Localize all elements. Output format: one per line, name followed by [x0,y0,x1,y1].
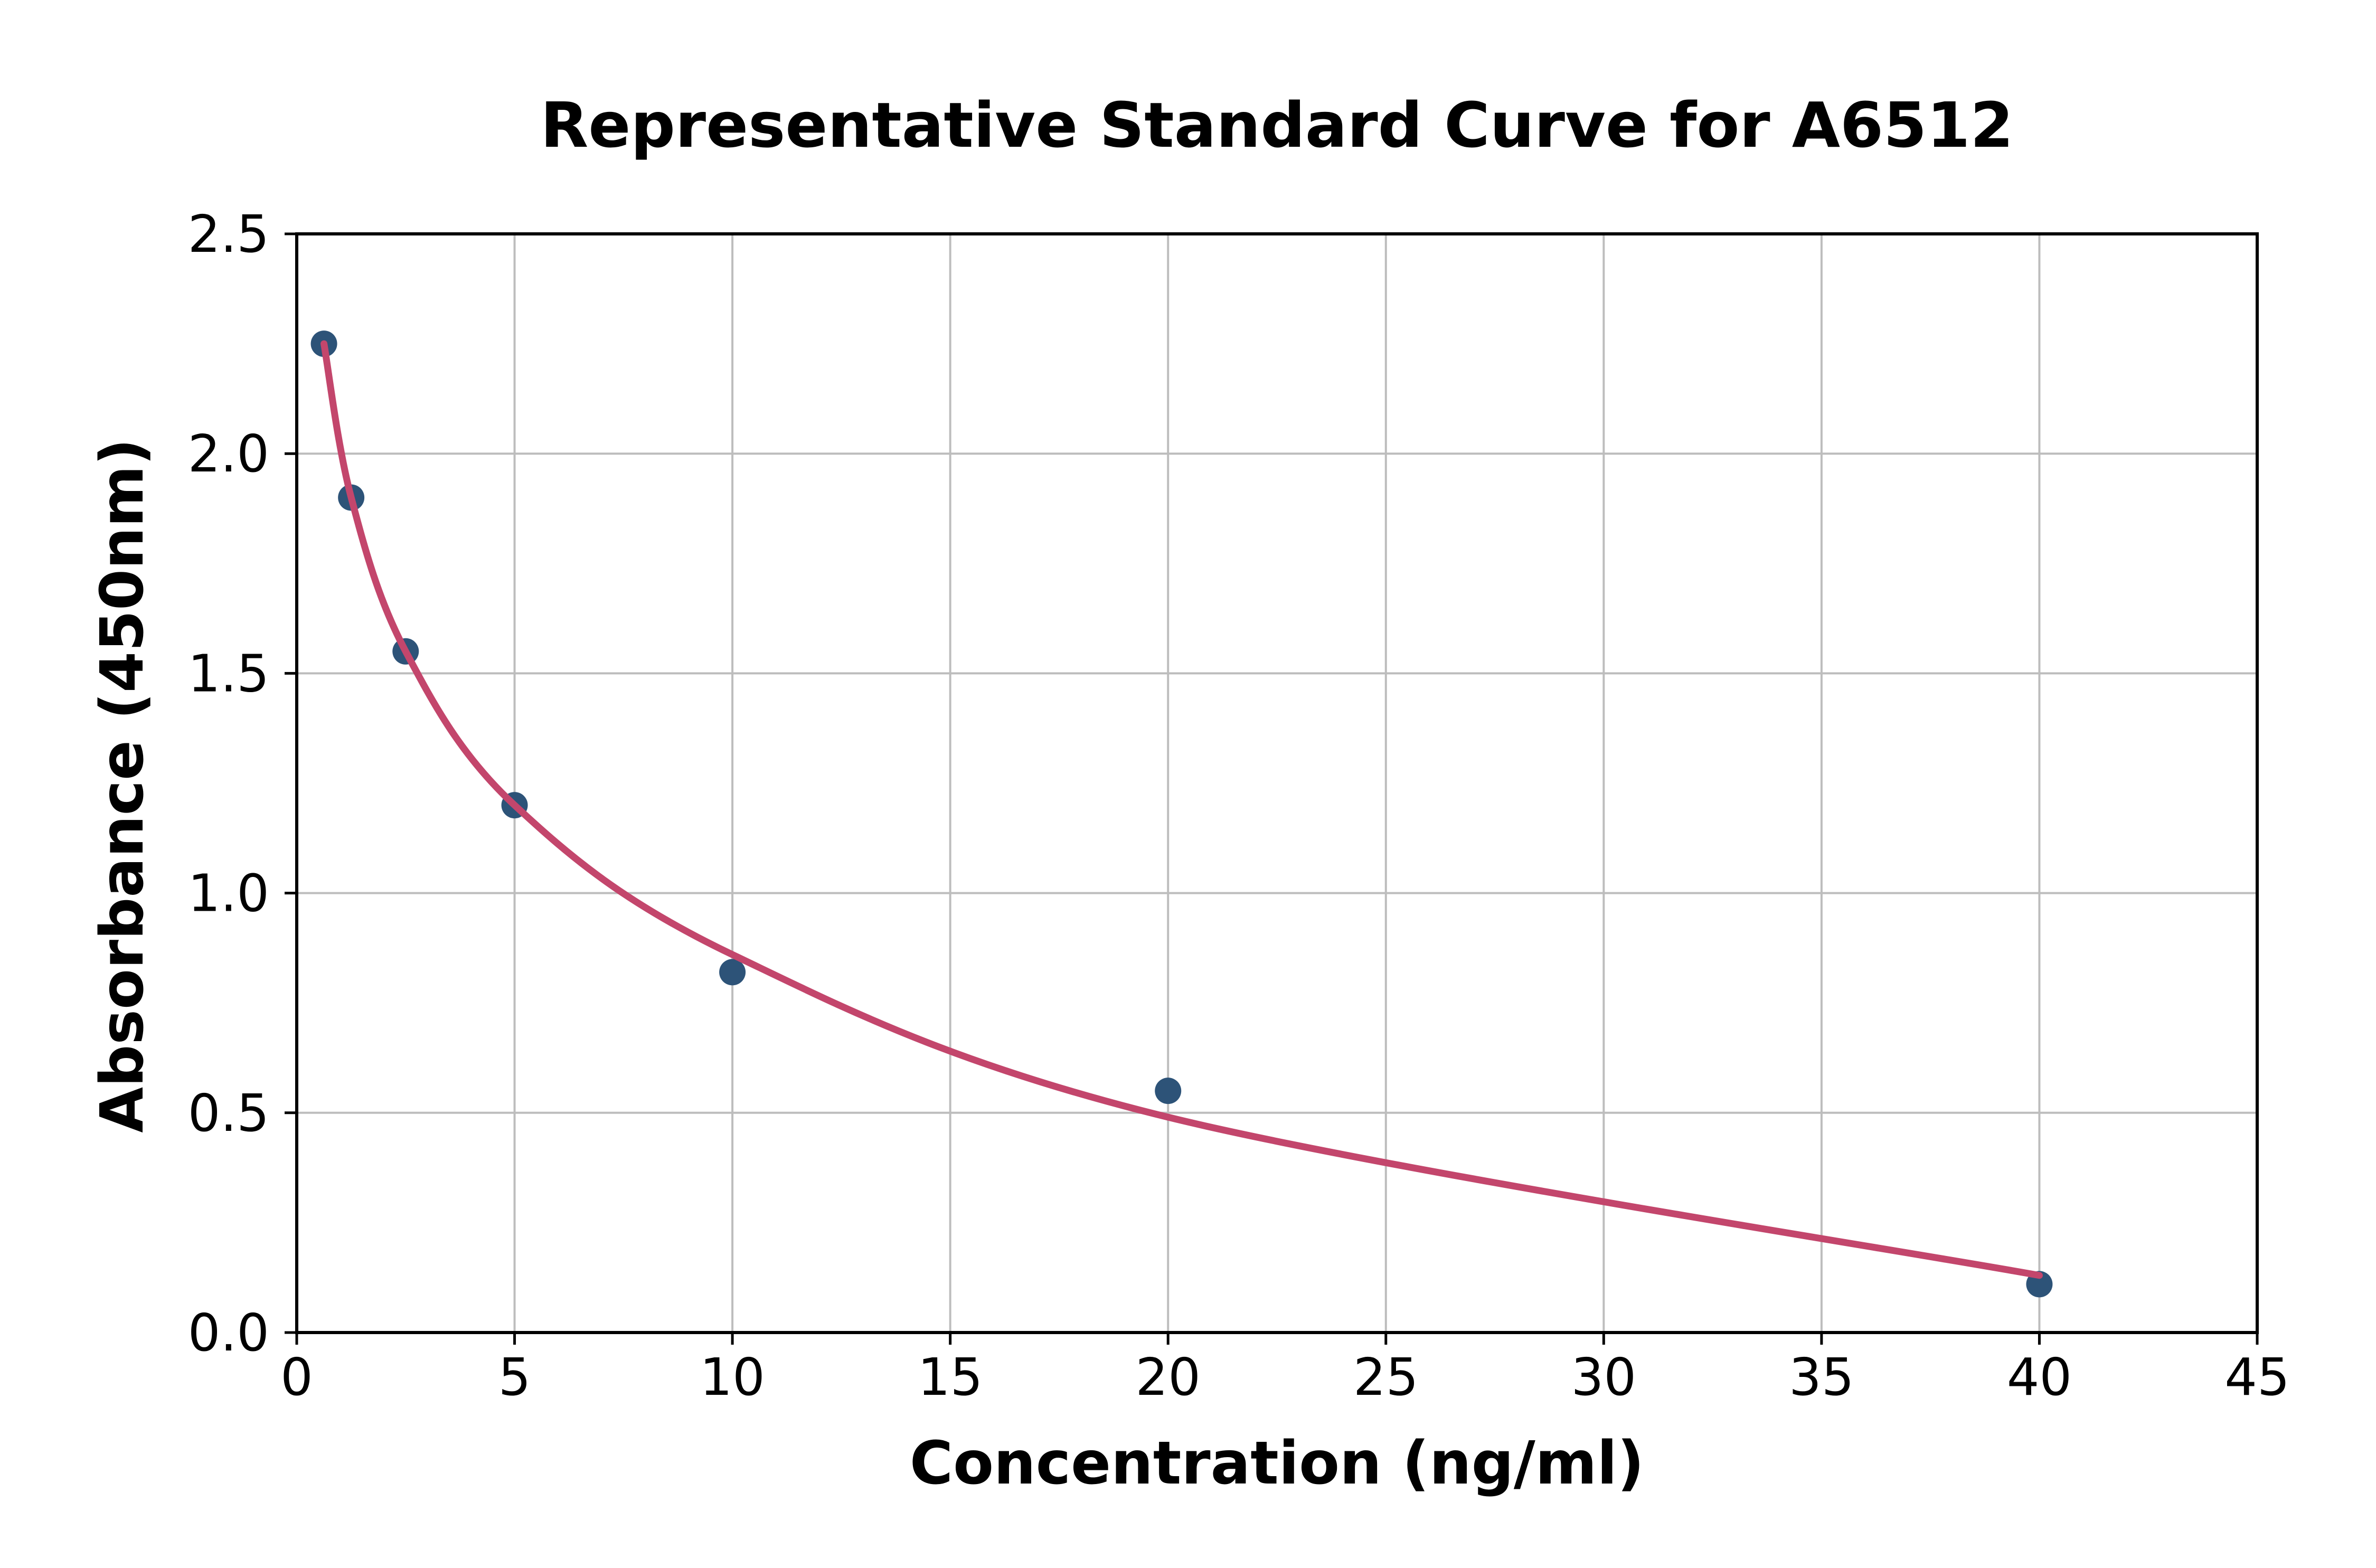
y-axis-label: Absorbance (450nm) [88,438,157,1133]
tick-labels: 0 5 10 15 20 25 30 35 40 45 0.0 0.5 1.0 1.5 2.0 2.5 [188,204,2290,1407]
tick-marks [285,232,2259,1345]
plot-spines [295,232,2259,1334]
chart-title: Representative Standard Curve for A6512 [540,89,2014,162]
x-tick-label: 5 [498,1347,531,1407]
x-tick-label: 40 [2007,1347,2072,1407]
y-tick-label: 1.5 [188,644,269,703]
x-tick-label: 20 [1136,1347,1201,1407]
data-points [310,330,2053,1298]
x-tick-label: 15 [918,1347,983,1407]
fit-curve [320,340,2043,1279]
x-axis-label: Concentration (ng/ml) [909,1429,1645,1498]
y-tick-label: 0.0 [188,1303,269,1363]
y-tick-label: 1.0 [188,864,269,923]
x-tick-label: 45 [2224,1347,2289,1407]
data-point [719,959,746,986]
x-tick-label: 10 [700,1347,765,1407]
x-tick-label: 30 [1571,1347,1636,1407]
x-tick-label: 35 [1789,1347,1854,1407]
y-tick-label: 2.5 [188,204,269,264]
gridlines [296,233,2258,1334]
x-tick-label: 25 [1353,1347,1418,1407]
data-point [1155,1078,1182,1104]
y-tick-label: 2.0 [188,424,269,484]
x-tick-label: 0 [280,1347,313,1407]
y-tick-label: 0.5 [188,1083,269,1143]
